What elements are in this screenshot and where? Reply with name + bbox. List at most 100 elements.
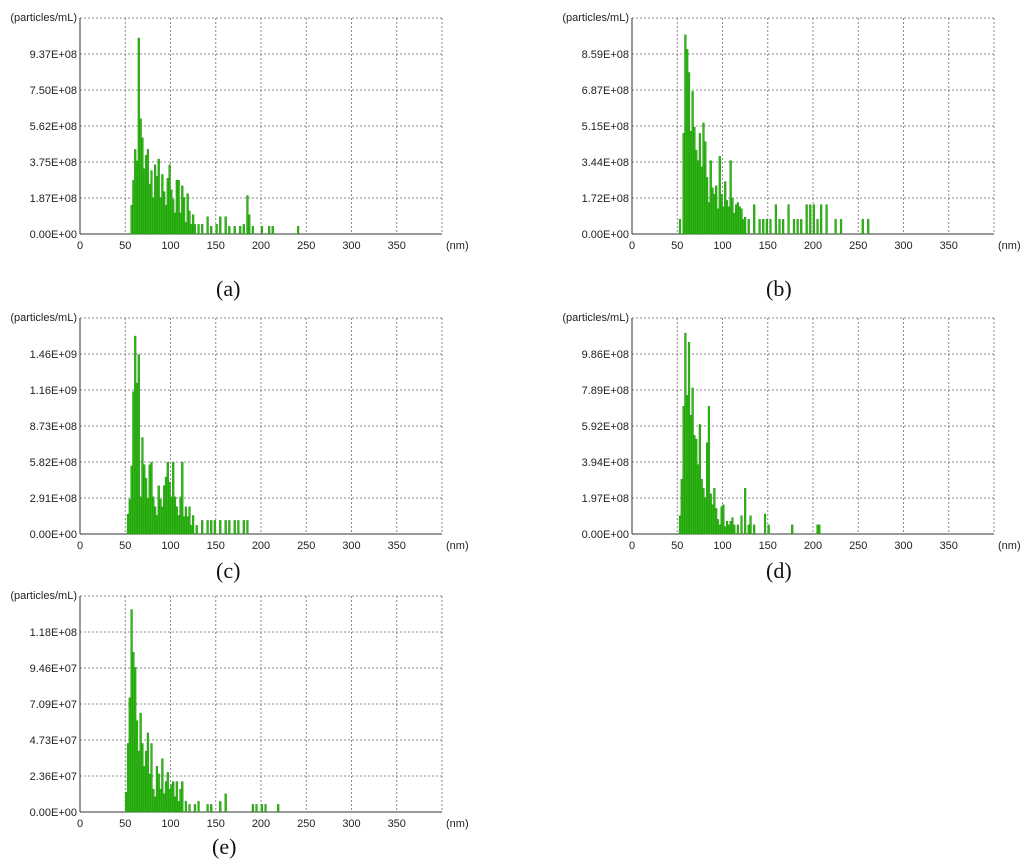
histogram-bar: [224, 216, 227, 235]
y-tick-label: 1.72E+08: [582, 193, 629, 205]
caption-c: (c): [216, 558, 241, 583]
histogram-bar: [686, 395, 689, 535]
histogram-bar: [839, 219, 843, 235]
histogram-bar: [796, 219, 799, 235]
histogram-bar: [251, 804, 254, 813]
histogram-bar: [179, 788, 182, 813]
histogram-bar: [687, 72, 691, 235]
histogram-bar: [700, 166, 703, 235]
y-tick-label: 3.44E+08: [582, 157, 629, 169]
histogram-bar: [213, 520, 216, 535]
histogram-bar: [733, 212, 736, 235]
histogram-bar: [682, 133, 685, 235]
histogram-bar: [268, 226, 271, 235]
histogram-bar: [707, 202, 711, 235]
histogram-bar: [215, 224, 218, 235]
histogram-d: 0.00E+00 1.97E+08 3.94E+08 5.92E+08 7.89E+08…: [562, 312, 1020, 552]
histogram-bar: [130, 465, 133, 535]
histogram-bar: [144, 478, 148, 535]
histogram-bar: [155, 515, 159, 535]
histogram-bar: [246, 520, 249, 535]
histogram-bar: [132, 179, 135, 235]
histogram-bar: [164, 476, 168, 535]
histogram-bar: [175, 781, 178, 813]
histogram-bar: [698, 133, 701, 235]
x-tick-label: 250: [297, 540, 315, 552]
histogram-bar: [753, 204, 756, 235]
y-tick-label: 6.87E+08: [582, 85, 629, 97]
histogram-bar: [161, 506, 164, 535]
x-tick-label: 100: [161, 240, 179, 252]
histogram-bar: [164, 781, 168, 813]
histogram-bar: [150, 462, 153, 535]
y-tick-label: 0.00E+00: [30, 529, 77, 541]
histogram-bar: [219, 801, 222, 813]
histogram-bar: [155, 176, 159, 235]
histogram-bar: [143, 766, 146, 813]
histogram-bar: [716, 208, 720, 235]
y-tick-label: 9.46E+07: [30, 663, 77, 675]
histogram-bar: [696, 160, 700, 235]
histogram-bar: [172, 781, 175, 813]
x-tick-label: 0: [77, 818, 83, 830]
y-tick-label: 4.73E+07: [30, 735, 77, 747]
histogram-bar: [678, 515, 682, 535]
histogram-bar: [201, 224, 204, 235]
histogram-bar: [693, 126, 696, 235]
histogram-bar: [141, 137, 144, 235]
x-tick-label: 300: [894, 540, 912, 552]
histogram-e: 0.00E+00 2.36E+07 4.73E+07 7.09E+07 9.46E+07…: [10, 590, 468, 830]
histogram-bar: [132, 651, 135, 813]
histogram-bar: [689, 131, 692, 235]
histogram-bar: [722, 504, 725, 535]
histogram-bar: [271, 226, 274, 235]
histogram-bar: [159, 197, 162, 235]
y-tick-label: 5.92E+08: [582, 421, 629, 433]
y-tick-label: 9.37E+08: [30, 49, 77, 61]
caption-d: (d): [766, 558, 792, 583]
histogram-bar: [172, 199, 175, 235]
x-tick-label: 150: [207, 818, 225, 830]
histogram-bar: [725, 200, 729, 235]
histogram-bar: [146, 732, 149, 813]
histogram-bar: [727, 524, 730, 535]
histogram-bar: [139, 496, 142, 535]
histogram-bar: [197, 224, 200, 235]
histogram-bar: [161, 758, 164, 813]
histogram-bar: [128, 697, 131, 813]
histogram-bar: [233, 226, 236, 235]
histogram-bar: [242, 520, 245, 535]
histogram-bar: [210, 226, 213, 235]
histogram-bar: [159, 499, 162, 535]
histogram-bar: [150, 170, 153, 235]
histogram-bar: [720, 193, 723, 235]
histogram-bar: [206, 216, 209, 235]
histogram-bar: [173, 496, 177, 535]
histogram-bar: [141, 743, 144, 813]
histogram-bar: [188, 506, 191, 535]
y-tick-label: 1.87E+08: [30, 193, 77, 205]
histogram-bar: [689, 415, 692, 535]
x-tick-label: 300: [342, 818, 360, 830]
histogram-bar: [713, 193, 716, 235]
histogram-bar: [186, 193, 189, 235]
y-tick-label: 1.97E+08: [582, 493, 629, 505]
histogram-bar: [747, 524, 750, 535]
histogram-bar: [695, 149, 698, 235]
histogram-bar: [182, 516, 186, 535]
x-tick-label: 150: [207, 540, 225, 552]
histogram-bar: [144, 750, 148, 813]
histogram-bar: [691, 387, 694, 535]
histogram-bar: [210, 804, 213, 813]
histogram-bar: [224, 793, 227, 813]
x-tick-label: 350: [388, 818, 406, 830]
chart-panel-c: 0.00E+00 2.91E+08 5.82E+08 8.73E+08 1.16E+09…: [0, 300, 468, 552]
histogram-bar: [729, 160, 732, 235]
x-tick-label: 100: [713, 240, 731, 252]
histogram-bar: [135, 382, 139, 535]
histogram-bar: [143, 464, 146, 535]
histogram-bar: [731, 198, 734, 235]
x-tick-label: 300: [342, 240, 360, 252]
histogram-bar: [125, 792, 128, 813]
histogram-bar: [809, 204, 812, 235]
